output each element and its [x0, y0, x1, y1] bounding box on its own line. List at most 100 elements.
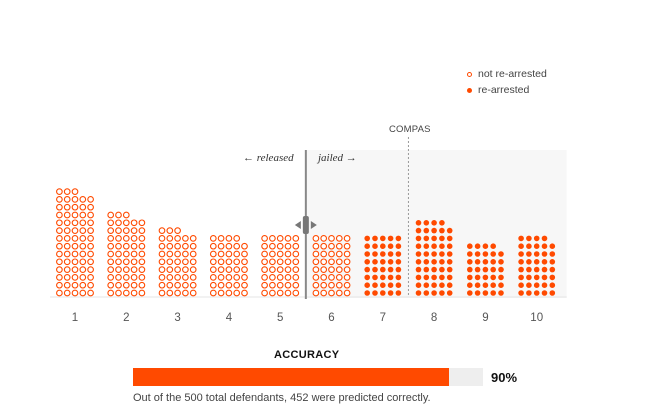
- left-arrow-icon[interactable]: [294, 221, 301, 229]
- dot-not-rearrested: [209, 266, 217, 273]
- dot-not-rearrested: [233, 289, 241, 297]
- dot-not-rearrested: [122, 281, 130, 289]
- dot-rearrested: [439, 274, 445, 281]
- accuracy-caption: Out of the 500 total defendants, 452 wer…: [133, 392, 431, 404]
- dot-not-rearrested: [138, 227, 146, 234]
- dot-not-rearrested: [261, 258, 268, 266]
- dot-not-rearrested: [335, 235, 343, 242]
- dot-not-rearrested: [138, 274, 146, 281]
- dot-not-rearrested: [122, 289, 130, 297]
- dot-not-rearrested: [233, 274, 241, 281]
- dot-rearrested: [474, 259, 481, 265]
- dot-not-rearrested: [87, 258, 94, 266]
- dot-not-rearrested: [138, 219, 146, 227]
- dot-rearrested: [439, 227, 445, 234]
- dot-not-rearrested: [115, 242, 122, 250]
- dot-rearrested: [423, 290, 430, 296]
- score-tick-label: 5: [277, 312, 283, 324]
- dot-not-rearrested: [225, 289, 233, 297]
- dot-rearrested: [518, 266, 524, 273]
- score-tick-label: 8: [431, 312, 437, 324]
- dot-rearrested: [549, 251, 556, 257]
- dot-not-rearrested: [107, 219, 115, 227]
- dot-not-rearrested: [320, 266, 328, 273]
- dot-not-rearrested: [166, 235, 174, 242]
- dot-not-rearrested: [225, 242, 233, 250]
- dot-rearrested: [533, 266, 540, 273]
- dot-not-rearrested: [276, 258, 284, 266]
- dot-not-rearrested: [241, 250, 248, 258]
- dot-rearrested: [415, 235, 422, 242]
- dot-not-rearrested: [284, 235, 292, 242]
- dot-not-rearrested: [328, 266, 335, 273]
- dot-not-rearrested: [87, 227, 94, 234]
- right-arrow-icon[interactable]: [310, 221, 317, 229]
- dot-rearrested: [395, 243, 402, 249]
- score-tick-labels: 1 2 3 4 5 6 7 8 9 10: [72, 312, 543, 324]
- dot-rearrested: [533, 243, 540, 249]
- dot-not-rearrested: [63, 289, 71, 297]
- dot-rearrested: [446, 290, 453, 296]
- dot-not-rearrested: [261, 235, 268, 242]
- dot-not-rearrested: [122, 242, 130, 250]
- dot-not-rearrested: [269, 235, 276, 242]
- dot-not-rearrested: [292, 266, 300, 273]
- dot-not-rearrested: [269, 289, 276, 297]
- dot-rearrested: [387, 266, 394, 273]
- legend-item-not-rearrested: not re-arrested: [467, 66, 547, 82]
- dot-rearrested: [467, 266, 473, 273]
- dot-not-rearrested: [79, 250, 87, 258]
- dot-rearrested: [490, 243, 497, 249]
- dot-rearrested: [482, 251, 489, 257]
- dot-not-rearrested: [343, 258, 351, 266]
- dot-not-rearrested: [189, 274, 197, 281]
- dot-rearrested: [474, 274, 481, 281]
- dot-not-rearrested: [284, 274, 292, 281]
- dot-not-rearrested: [63, 203, 71, 211]
- dot-not-rearrested: [71, 274, 79, 281]
- dot-not-rearrested: [343, 266, 351, 273]
- dot-not-rearrested: [328, 258, 335, 266]
- dot-not-rearrested: [130, 235, 138, 242]
- dot-not-rearrested: [87, 250, 94, 258]
- dot-not-rearrested: [335, 266, 343, 273]
- threshold-slider[interactable]: [294, 150, 317, 299]
- dot-not-rearrested: [63, 219, 71, 227]
- dot-not-rearrested: [71, 258, 79, 266]
- dot-rearrested: [431, 266, 437, 273]
- dot-not-rearrested: [276, 274, 284, 281]
- dot-rearrested: [526, 251, 532, 257]
- dot-not-rearrested: [71, 242, 79, 250]
- dot-not-rearrested: [107, 266, 115, 273]
- dot-not-rearrested: [158, 258, 166, 266]
- dot-not-rearrested: [115, 250, 122, 258]
- dot-not-rearrested: [56, 227, 63, 234]
- dot-not-rearrested: [166, 266, 174, 273]
- dot-not-rearrested: [276, 242, 284, 250]
- dot-not-rearrested: [233, 235, 241, 242]
- dot-not-rearrested: [320, 258, 328, 266]
- dot-not-rearrested: [56, 235, 63, 242]
- dot-rearrested: [395, 290, 402, 296]
- dot-rearrested: [541, 290, 548, 296]
- dot-rearrested: [498, 290, 504, 296]
- dot-not-rearrested: [122, 211, 130, 219]
- dot-not-rearrested: [312, 258, 320, 266]
- dot-rearrested: [364, 274, 371, 281]
- dot-not-rearrested: [276, 266, 284, 273]
- dot-not-rearrested: [158, 227, 166, 234]
- dot-not-rearrested: [182, 242, 189, 250]
- dot-rearrested: [395, 274, 402, 281]
- dot-not-rearrested: [56, 219, 63, 227]
- dot-not-rearrested: [158, 281, 166, 289]
- dot-rearrested: [474, 290, 481, 296]
- threshold-grip[interactable]: [302, 216, 309, 234]
- dot-not-rearrested: [225, 250, 233, 258]
- dot-not-rearrested: [79, 219, 87, 227]
- score-tick-label: 6: [328, 312, 334, 324]
- dot-not-rearrested: [71, 188, 79, 195]
- dot-not-rearrested: [217, 289, 225, 297]
- dot-not-rearrested: [115, 281, 122, 289]
- dot-not-rearrested: [174, 227, 181, 234]
- dot-not-rearrested: [122, 258, 130, 266]
